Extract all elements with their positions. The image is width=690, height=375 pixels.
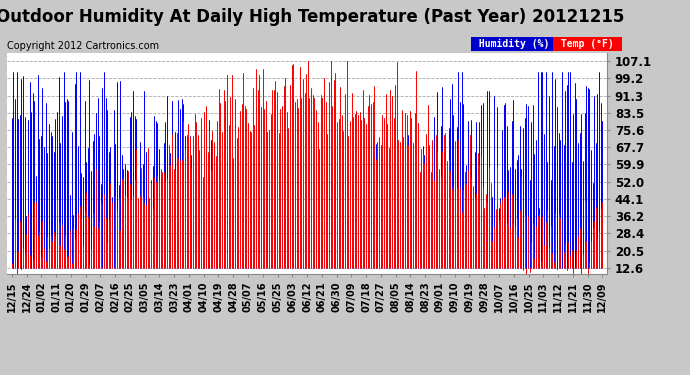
Text: Outdoor Humidity At Daily High Temperature (Past Year) 20121215: Outdoor Humidity At Daily High Temperatu… (0, 8, 624, 26)
Text: Temp (°F): Temp (°F) (555, 39, 620, 50)
Text: Humidity (%): Humidity (%) (473, 39, 555, 50)
Text: Copyright 2012 Cartronics.com: Copyright 2012 Cartronics.com (7, 41, 159, 51)
